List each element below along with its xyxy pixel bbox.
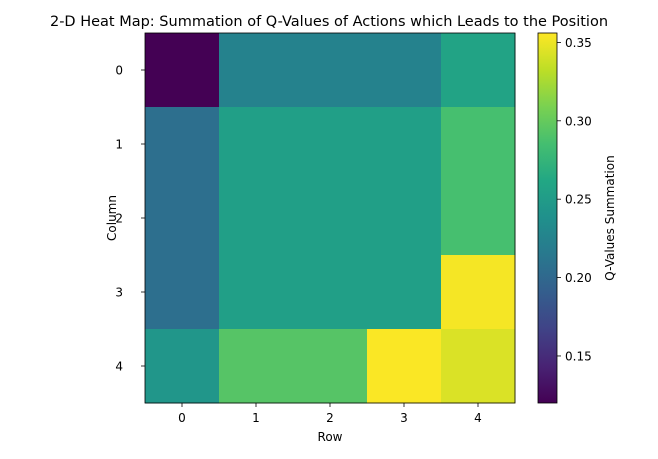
heatmap-cell xyxy=(367,181,442,256)
colorbar-frame xyxy=(537,32,558,404)
colorbar-tick-label: 0.15 xyxy=(565,349,592,363)
heatmap-cell xyxy=(219,255,294,330)
heatmap-cell xyxy=(367,33,442,108)
x-tick-label: 1 xyxy=(252,411,260,425)
heatmap-cell xyxy=(219,33,294,108)
x-tick-label: 2 xyxy=(326,411,334,425)
heatmap-cell xyxy=(441,33,516,108)
heatmap-cells xyxy=(145,33,516,404)
heatmap-cell xyxy=(293,181,368,256)
heatmap-cell xyxy=(293,33,368,108)
heatmap-cell xyxy=(219,329,294,404)
colorbar-tick-label: 0.35 xyxy=(565,36,592,50)
heatmap-cell xyxy=(219,107,294,182)
y-tick-label: 1 xyxy=(115,138,123,152)
heatmap-cell xyxy=(145,329,220,404)
x-tick-label: 0 xyxy=(178,411,186,425)
colorbar-ticks: 0.15 0.20 0.25 0.30 0.35 xyxy=(557,36,592,363)
colorbar-tick-label: 0.25 xyxy=(565,193,592,207)
heatmap-cell xyxy=(219,181,294,256)
y-axis-ticks: 0 1 2 3 4 xyxy=(115,64,145,374)
colorbar-tick-label: 0.30 xyxy=(565,114,592,128)
heatmap-cell xyxy=(367,107,442,182)
y-tick-label: 3 xyxy=(115,286,123,300)
heatmap-cell xyxy=(145,181,220,256)
heatmap-cell xyxy=(367,329,442,404)
heatmap-cell xyxy=(293,255,368,330)
y-tick-label: 0 xyxy=(115,64,123,78)
heatmap-cell xyxy=(145,255,220,330)
colorbar-tick-label: 0.20 xyxy=(565,271,592,285)
x-axis-ticks: 0 1 2 3 4 xyxy=(178,403,482,425)
colorbar xyxy=(538,33,557,403)
heatmap-cell xyxy=(441,329,516,404)
heatmap-cell xyxy=(441,107,516,182)
x-tick-label: 4 xyxy=(474,411,482,425)
y-tick-label: 2 xyxy=(115,212,123,226)
x-tick-label: 3 xyxy=(400,411,408,425)
y-tick-label: 4 xyxy=(115,360,123,374)
heatmap-cell xyxy=(441,255,516,330)
chart-title: 2-D Heat Map: Summation of Q-Values of A… xyxy=(50,14,608,30)
heatmap-cell xyxy=(367,255,442,330)
colorbar-label: Q-Values Summation xyxy=(603,155,617,280)
heatmap-cell xyxy=(441,181,516,256)
x-axis-label: Row xyxy=(318,430,343,444)
heatmap-cell xyxy=(293,107,368,182)
y-axis-label: Column xyxy=(105,195,119,241)
heatmap-cell xyxy=(145,107,220,182)
heatmap-cell xyxy=(293,329,368,404)
heatmap-cell xyxy=(145,33,220,108)
